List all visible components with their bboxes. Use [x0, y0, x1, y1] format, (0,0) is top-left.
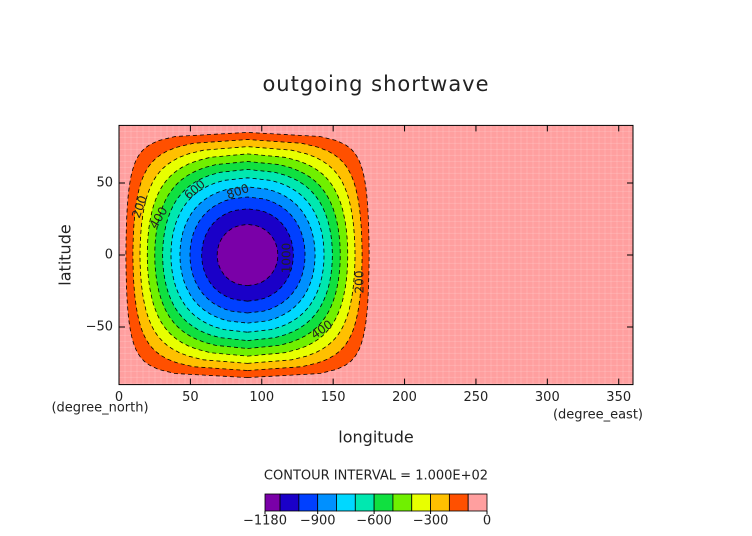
colorbar-box [354, 493, 375, 512]
colorbar-box [317, 493, 337, 512]
colorbar-box [298, 493, 319, 512]
colorbar-tick-label: −300 [413, 514, 449, 529]
contour-line [179, 186, 316, 324]
contour-label: 1000 [280, 243, 294, 274]
x-unit: (degree_east) [553, 408, 643, 423]
contour-line [146, 153, 349, 357]
colorbar-box [373, 493, 394, 512]
y-tick-label: 50 [96, 176, 113, 191]
colorbar-box [411, 493, 431, 512]
x-tick-label: 50 [182, 390, 199, 405]
x-tick-label: 100 [249, 390, 274, 405]
colorbar-title: CONTOUR INTERVAL = 1.000E+02 [264, 469, 488, 484]
colorbar-box [467, 493, 488, 512]
x-tick-label: 150 [321, 390, 346, 405]
x-tick-label: 0 [115, 390, 123, 405]
contour-label: 200 [353, 271, 367, 294]
y-tick-label: 0 [105, 248, 113, 263]
contour-line [154, 161, 341, 349]
y-axis-label: latitude [56, 224, 75, 285]
contour-line [170, 177, 325, 333]
colorbar-tick-label: −1180 [243, 514, 287, 529]
contour-line [201, 208, 294, 302]
colorbar-box [392, 493, 413, 512]
colorbar-box [264, 493, 281, 512]
x-axis-label: longitude [338, 428, 413, 447]
chart-title: outgoing shortwave [262, 72, 489, 96]
colorbar-box [430, 493, 450, 512]
contour-line [189, 196, 306, 314]
colorbar-box [336, 493, 356, 512]
colorbar-box [448, 493, 469, 512]
contour-fill [217, 224, 278, 286]
y-tick-label: −50 [86, 320, 113, 335]
contour-line [132, 139, 363, 371]
colorbar-tick-label: −600 [356, 514, 392, 529]
contour-line [216, 223, 279, 287]
x-tick-label: 250 [464, 390, 489, 405]
x-tick-label: 300 [535, 390, 560, 405]
colorbar-tick-label: −900 [300, 514, 336, 529]
colorbar-box [279, 493, 300, 512]
x-tick-label: 350 [606, 390, 631, 405]
colorbar-tick-label: 0 [483, 514, 491, 529]
x-tick-label: 200 [392, 390, 417, 405]
y-unit: (degree_north) [51, 401, 148, 416]
contour-line [125, 131, 370, 379]
contour-line [162, 168, 333, 342]
